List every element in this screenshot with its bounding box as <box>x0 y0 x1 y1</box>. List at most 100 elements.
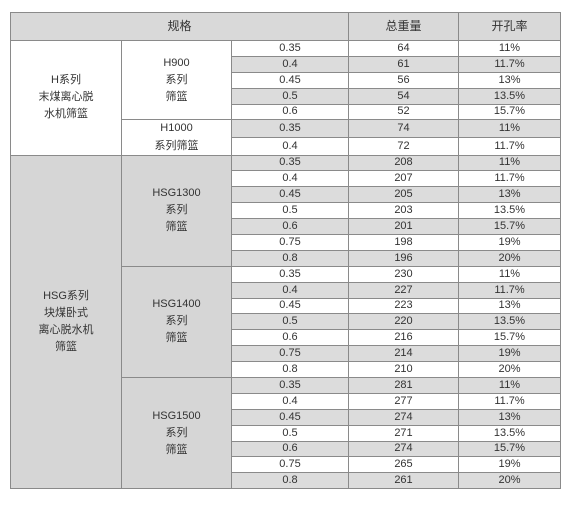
weight-cell: 227 <box>348 281 459 299</box>
series-category-line: 水机筛篮 <box>44 108 88 121</box>
table-row: 0.75 265 19% <box>11 456 561 474</box>
aperture-cell: 0.6 <box>231 329 349 347</box>
table-row: 0.4 207 11.7% <box>11 170 561 188</box>
weight-cell: 74 <box>348 119 459 138</box>
series-category-line: 末煤离心脱 <box>38 91 94 104</box>
series-category-line: 块煤卧式 <box>44 306 88 319</box>
aperture-cell: 0.4 <box>231 55 349 73</box>
open-rate-cell: 13% <box>458 71 561 89</box>
weight-cell: 274 <box>348 440 459 458</box>
aperture-cell: 0.35 <box>231 119 349 138</box>
open-rate-cell: 13% <box>458 186 561 204</box>
weight-cell: 208 <box>348 154 459 172</box>
aperture-cell: 0.4 <box>231 281 349 299</box>
open-rate-cell: 11.7% <box>458 281 561 299</box>
aperture-cell: 0.75 <box>231 345 349 363</box>
open-rate-cell: 13.5% <box>458 202 561 220</box>
aperture-cell: 0.75 <box>231 456 349 474</box>
open-rate-cell: 19% <box>458 456 561 474</box>
spec-header: 规格 <box>10 12 349 41</box>
table-row: 0.75 198 19% <box>11 234 561 251</box>
model-name-line: HSG1300 <box>152 187 201 200</box>
weight-cell: 271 <box>348 424 459 442</box>
model-name-line: 系列 <box>165 315 188 328</box>
open-rate-cell: 15.7% <box>458 218 561 235</box>
aperture-cell: 0.5 <box>231 87 349 105</box>
aperture-cell: 0.35 <box>231 154 349 172</box>
table-row: 0.45 274 13% <box>11 408 561 426</box>
series-category-line: 筛篮 <box>55 340 77 353</box>
model-name-line: HSG1400 <box>152 298 201 311</box>
aperture-cell: 0.45 <box>231 297 349 315</box>
weight-cell: 56 <box>348 71 459 89</box>
table-row: 0.8 196 20% <box>11 249 561 267</box>
table-row: 0.5 220 13.5% <box>11 313 561 331</box>
open-rate-cell: 15.7% <box>458 440 561 458</box>
open-rate-cell: 13.5% <box>458 87 561 105</box>
aperture-cell: 0.4 <box>231 137 349 156</box>
weight-cell: 230 <box>348 265 459 283</box>
weight-cell: 198 <box>348 234 459 251</box>
table-row: 0.45 223 13% <box>11 297 561 315</box>
model-cell: H900 系列 筛篮 <box>121 39 232 121</box>
aperture-cell: 0.45 <box>231 186 349 204</box>
open-rate-cell: 11% <box>458 119 561 138</box>
table-row: 0.5 54 13.5% <box>11 87 561 105</box>
table-row: HSG系列 块煤卧式 离心脱水机 筛篮 HSG1300 系列 筛篮 0.35 208 11% <box>10 154 561 490</box>
aperture-cell: 0.8 <box>231 249 349 267</box>
weight-cell: 216 <box>348 329 459 347</box>
series-category-cell: HSG系列 块煤卧式 离心脱水机 筛篮 <box>10 154 122 490</box>
aperture-cell: 0.35 <box>231 377 349 394</box>
model-name-line: 系列 <box>165 204 188 217</box>
aperture-cell: 0.5 <box>231 202 349 220</box>
open-rate-cell: 20% <box>458 361 561 379</box>
aperture-cell: 0.4 <box>231 170 349 188</box>
spec-table: 规格 总重量 开孔率 H系列 末煤离心脱 水机筛篮 H900 系列 筛篮 0.35 64 11%… <box>10 12 561 490</box>
open-rate-header: 开孔率 <box>458 12 561 41</box>
aperture-cell: 0.8 <box>231 361 349 379</box>
table-row: 0.6 274 15.7% <box>11 440 561 458</box>
weight-cell: 207 <box>348 170 459 188</box>
aperture-cell: 0.5 <box>231 313 349 331</box>
spec-table-body: 规格 总重量 开孔率 H系列 末煤离心脱 水机筛篮 H900 系列 筛篮 0.35 64 11%… <box>10 12 561 490</box>
model-name-line: 系列 <box>165 426 188 439</box>
weight-cell: 54 <box>348 87 459 105</box>
open-rate-cell: 15.7% <box>458 329 561 347</box>
open-rate-cell: 11.7% <box>458 392 561 410</box>
aperture-cell: 0.6 <box>231 440 349 458</box>
open-rate-cell: 13% <box>458 408 561 426</box>
model-cell: HSG1500 系列 筛篮 <box>121 377 232 490</box>
open-rate-cell: 11.7% <box>458 55 561 73</box>
weight-cell: 210 <box>348 361 459 379</box>
model-name-line: 筛篮 <box>165 443 188 456</box>
open-rate-cell: 11% <box>458 40 561 57</box>
weight-cell: 64 <box>348 40 459 57</box>
series-category-line: HSG系列 <box>43 289 89 302</box>
aperture-cell: 0.4 <box>231 392 349 410</box>
weight-cell: 274 <box>348 408 459 426</box>
model-name-line: H1000 <box>160 122 193 135</box>
model-cell: HSG1400 系列 筛篮 <box>121 265 232 379</box>
weight-cell: 203 <box>348 202 459 220</box>
open-rate-cell: 11% <box>458 377 561 394</box>
open-rate-cell: 13.5% <box>458 313 561 331</box>
weight-cell: 196 <box>348 249 459 267</box>
model-cell: HSG1300 系列筛篮 <box>121 154 232 267</box>
aperture-cell: 0.6 <box>231 218 349 235</box>
weight-cell: 205 <box>348 186 459 204</box>
table-row: 0.4 61 11.7% <box>11 55 561 73</box>
table-row: HSG1400 系列 筛篮 0.35 230 11% <box>11 265 561 379</box>
open-rate-cell: 11% <box>458 154 561 172</box>
header-row: 规格 总重量 开孔率 <box>10 12 561 41</box>
weight-cell: 220 <box>348 313 459 331</box>
model-name-line: H900 <box>163 56 190 69</box>
model-name-line: 筛篮 <box>165 90 188 103</box>
open-rate-cell: 19% <box>458 234 561 251</box>
table-row: 0.4 227 11.7% <box>11 281 561 299</box>
table-row: H1000 系列筛篮 0.35 74 11% <box>11 119 561 156</box>
weight-cell: 277 <box>348 392 459 410</box>
open-rate-cell: 20% <box>458 472 561 490</box>
model-name-line: 筛篮 <box>165 221 188 234</box>
table-row: 0.5 271 13.5% <box>11 424 561 442</box>
weight-cell: 214 <box>348 345 459 363</box>
